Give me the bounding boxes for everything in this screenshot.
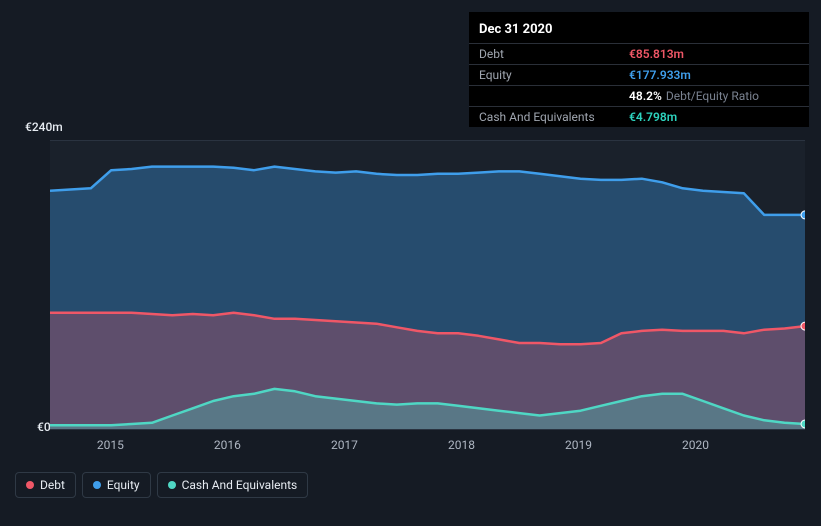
x-tick: 2019: [565, 438, 592, 452]
x-tick: 2018: [448, 438, 475, 452]
tooltip-value: €177.933m: [629, 68, 691, 82]
tooltip-row: Equity€177.933m: [469, 64, 809, 85]
tooltip-value: 48.2%: [629, 89, 662, 103]
plot-area[interactable]: [50, 140, 805, 430]
tooltip-label: [479, 89, 629, 103]
x-tick: 2017: [331, 438, 358, 452]
legend-label: Equity: [107, 478, 140, 492]
x-tick: 2016: [214, 438, 241, 452]
tooltip-label: Cash And Equivalents: [479, 110, 629, 124]
tooltip-value: €85.813m: [629, 47, 684, 61]
marker-equity: [801, 211, 805, 219]
tooltip-date: Dec 31 2020: [469, 18, 809, 43]
tooltip-row: 48.2% Debt/Equity Ratio: [469, 85, 809, 106]
legend-label: Debt: [40, 478, 65, 492]
marker-debt: [801, 322, 805, 330]
tooltip-suffix: Debt/Equity Ratio: [666, 89, 759, 103]
tooltip-row: Cash And Equivalents€4.798m: [469, 106, 809, 127]
legend-item-debt[interactable]: Debt: [15, 472, 76, 498]
tooltip-row: Debt€85.813m: [469, 43, 809, 64]
chart-tooltip: Dec 31 2020 Debt€85.813mEquity€177.933m4…: [469, 12, 809, 127]
legend: Debt Equity Cash And Equivalents: [15, 472, 308, 498]
legend-item-equity[interactable]: Equity: [82, 472, 151, 498]
x-tick: 2015: [97, 438, 124, 452]
x-tick: 2020: [682, 438, 709, 452]
tooltip-label: Debt: [479, 47, 629, 61]
legend-item-cash[interactable]: Cash And Equivalents: [157, 472, 309, 498]
legend-label: Cash And Equivalents: [182, 478, 298, 492]
x-axis: 2015 2016 2017 2018 2019 2020: [50, 438, 805, 458]
cash-icon: [168, 481, 176, 489]
debt-icon: [26, 481, 34, 489]
marker-cash-and-equivalents: [801, 420, 805, 428]
y-axis-min: €0: [37, 420, 51, 434]
tooltip-value: €4.798m: [629, 110, 677, 124]
tooltip-label: Equity: [479, 68, 629, 82]
equity-icon: [93, 481, 101, 489]
y-axis-max: €240m: [25, 120, 63, 134]
